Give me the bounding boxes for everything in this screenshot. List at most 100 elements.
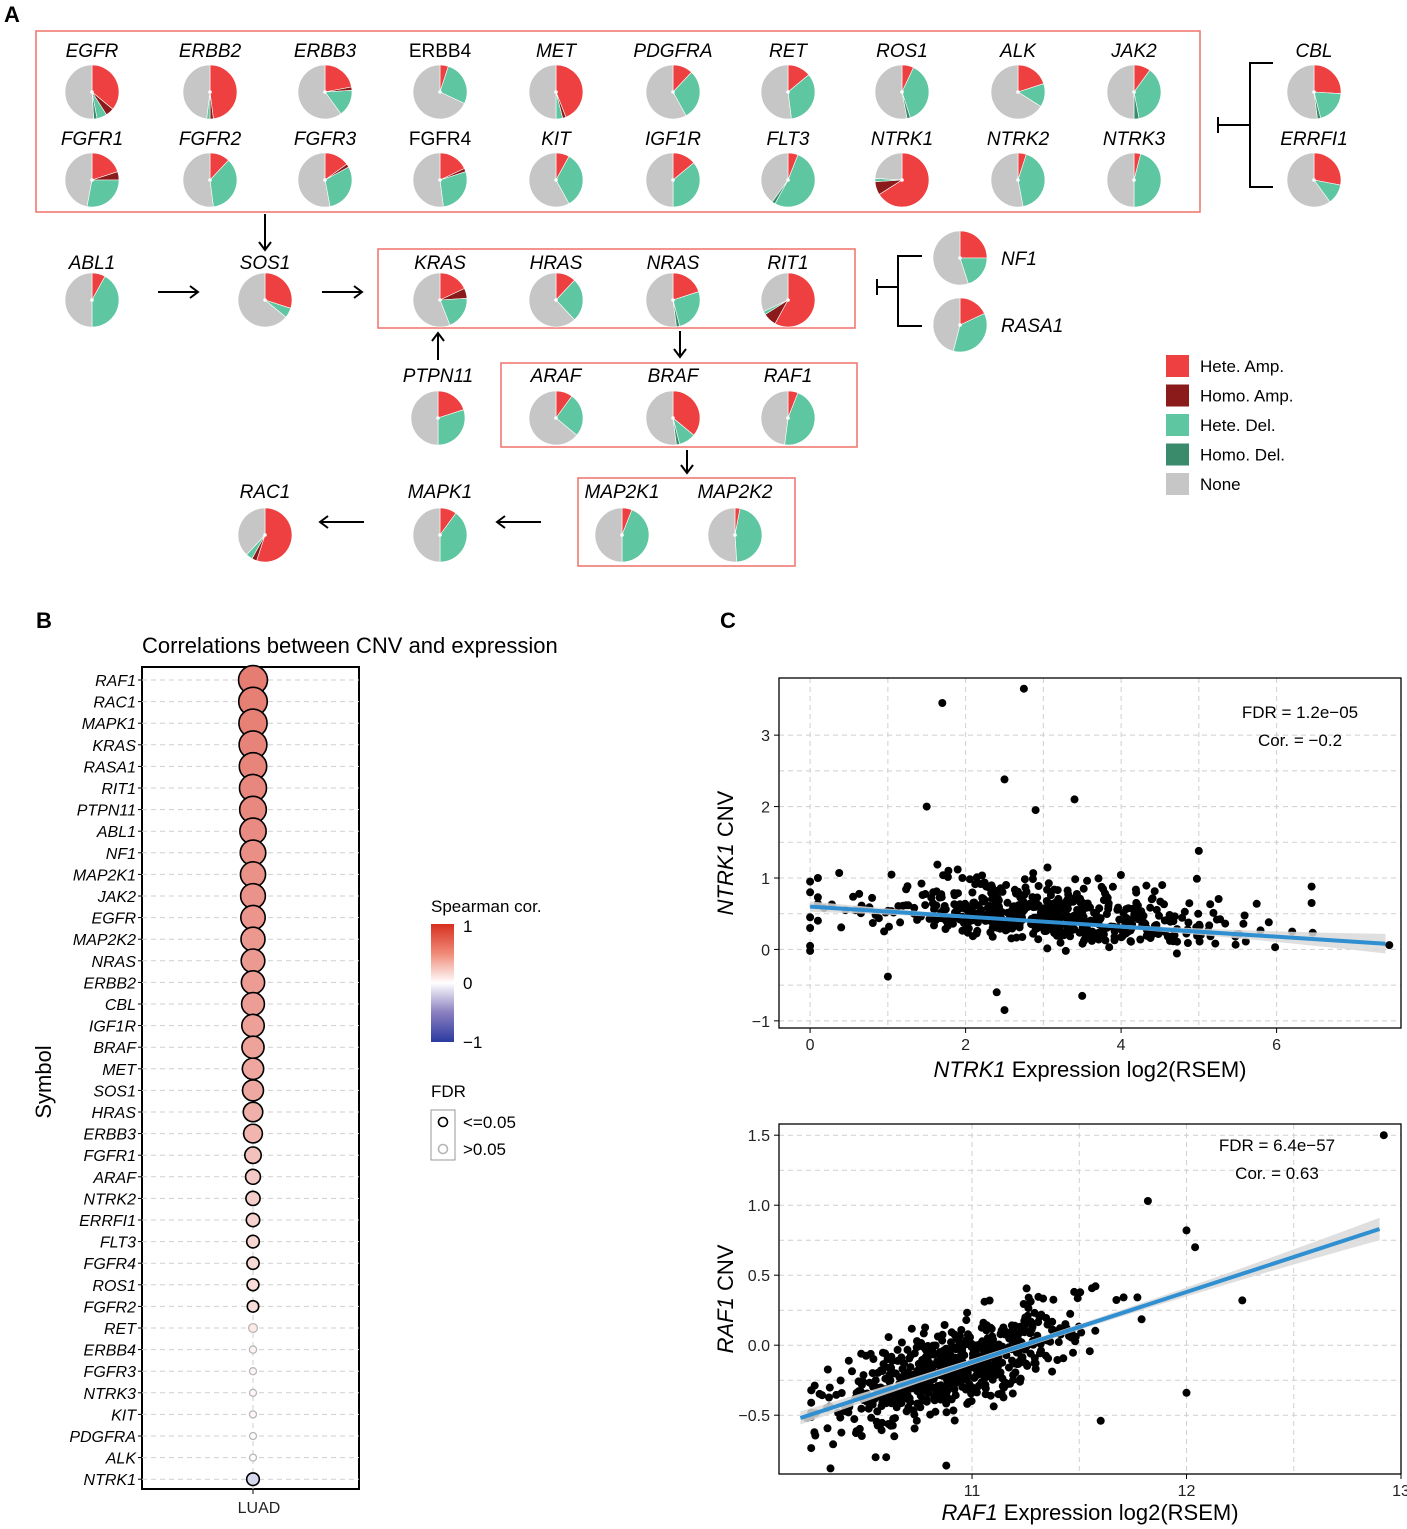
scatter-point: [1048, 1317, 1057, 1326]
scatter-point: [885, 922, 893, 931]
scatter-point: [859, 1371, 868, 1380]
bubble-araf: [244, 1168, 262, 1186]
gene-label: CBL: [1296, 41, 1333, 62]
scatter-point: [1019, 684, 1028, 693]
pie-slice-hete-del: [555, 279, 584, 321]
scatter-point: [1041, 905, 1050, 914]
bubble-symbol-label: FGFR4: [84, 1256, 137, 1273]
scatter-point: [1096, 1416, 1105, 1425]
pie-ptpn11: PTPN11: [403, 366, 473, 446]
scatter-point: [1023, 1361, 1032, 1370]
scatter-point: [897, 1357, 906, 1366]
arrow-raf-to-map2k: [680, 450, 694, 475]
scatter-point: [968, 888, 977, 897]
pie-ntrk3: NTRK3: [1103, 129, 1166, 208]
scatter-point: [1037, 1346, 1045, 1355]
scatter-point: [1169, 932, 1177, 940]
bubble-symbol-label: ERRFI1: [79, 1213, 136, 1230]
scatter-point: [988, 1375, 997, 1384]
gene-label: NTRK2: [987, 129, 1050, 150]
scatter-point: [882, 1453, 891, 1462]
scatter-point: [1172, 949, 1181, 958]
gene-label: KRAS: [414, 253, 466, 274]
scatter-point: [936, 1354, 945, 1362]
pie-slice-none: [760, 64, 792, 120]
gene-label: KIT: [541, 129, 572, 150]
pie-legend-swatch: [1166, 355, 1189, 377]
bubble-chart-title: Correlations between CNV and expression: [142, 633, 558, 658]
scatter-y-tick-label: 2: [761, 800, 770, 817]
pie-slice-none: [645, 64, 687, 120]
scatter-point: [1143, 1197, 1152, 1205]
scatter-point: [913, 915, 922, 924]
pie-slice-hete-amp: [774, 272, 816, 328]
scatter-point: [1021, 1320, 1029, 1329]
scatter-point: [918, 1381, 927, 1390]
scatter-point: [1145, 932, 1154, 941]
scatter-points: [802, 1131, 1388, 1473]
scatter-point: [1131, 885, 1140, 894]
scatter-point: [1056, 938, 1065, 947]
pie-slice-hete-amp: [209, 64, 238, 120]
scatter-point: [1089, 929, 1098, 938]
scatter-point: [1385, 941, 1394, 950]
pie-slice-none: [990, 64, 1042, 120]
scatter-annotation: FDR = 1.2e−05: [1242, 703, 1358, 722]
scatter-point: [891, 1414, 899, 1423]
pie-ntrk2: NTRK2: [987, 129, 1050, 208]
gene-label: RAC1: [240, 482, 291, 503]
scatter-point: [1209, 908, 1218, 917]
scatter-point: [970, 1373, 979, 1382]
bubble-symbol-label: MAP2K1: [73, 867, 136, 884]
gene-label: FLT3: [767, 129, 810, 150]
pie-legend-swatch: [1166, 473, 1189, 495]
scatter-point: [1192, 874, 1201, 883]
pie-slice-hete-del: [1133, 153, 1162, 208]
scatter-point: [950, 1380, 959, 1389]
gene-label: PTPN11: [403, 366, 473, 387]
bubble-symbol-label: ERBB3: [84, 1127, 137, 1144]
pie-araf: ARAF: [528, 366, 584, 446]
scatter-point: [1022, 1284, 1031, 1293]
pie-met: MET: [528, 41, 584, 120]
scatter-point: [1043, 863, 1052, 872]
scatter-point: [1010, 885, 1019, 894]
pie-slice-none: [64, 272, 93, 328]
scatter-point: [1134, 915, 1143, 924]
scatter-point: [919, 1329, 928, 1338]
pie-legend-item-hete-del: Hete. Del.: [1166, 414, 1276, 436]
scatter-point: [871, 1453, 880, 1462]
pie-center-dot: [958, 256, 962, 260]
bubble-symbol-label: EGFR: [92, 911, 137, 928]
bubble-symbol-label: RAF1: [95, 673, 136, 690]
scatter-point: [1063, 926, 1072, 934]
scatter-point: [940, 1321, 949, 1329]
panel-b-letter: B: [36, 608, 52, 633]
pie-slice-hete-amp: [1313, 152, 1342, 186]
nf1-rasa1-inhibition: [876, 255, 922, 327]
pie-raf1: RAF1: [760, 366, 816, 446]
scatter-point: [1205, 921, 1214, 930]
scatter-point: [868, 893, 877, 902]
scatter-point: [894, 902, 903, 911]
scatter-point: [884, 1420, 893, 1428]
scatter-point: [1071, 875, 1080, 884]
scatter-point: [1026, 1349, 1035, 1358]
pie-slice-hete-del: [437, 409, 466, 446]
scatter-point: [893, 1345, 902, 1354]
scatter-point: [1019, 897, 1028, 906]
scatter-point: [1096, 915, 1105, 923]
scatter-point: [942, 1383, 951, 1392]
scatter-point: [922, 802, 931, 811]
scatter-point: [1091, 909, 1100, 918]
scatter-point: [1063, 895, 1072, 904]
pie-slice-none: [1286, 152, 1331, 208]
scatter-point: [1091, 1282, 1100, 1291]
scatter-point: [981, 1367, 990, 1376]
bubble-symbol-labels: RAF1 RAC1 MAPK1 KRAS RASA1 RIT1 PTPN11 ABL1 NF1 M…: [69, 673, 142, 1489]
pie-slice-hete-del: [555, 395, 584, 436]
pie-slice-none: [594, 507, 623, 563]
gene-label: SOS1: [240, 253, 291, 274]
bubble-egfr: [240, 904, 266, 931]
scatter-point: [1043, 944, 1052, 953]
